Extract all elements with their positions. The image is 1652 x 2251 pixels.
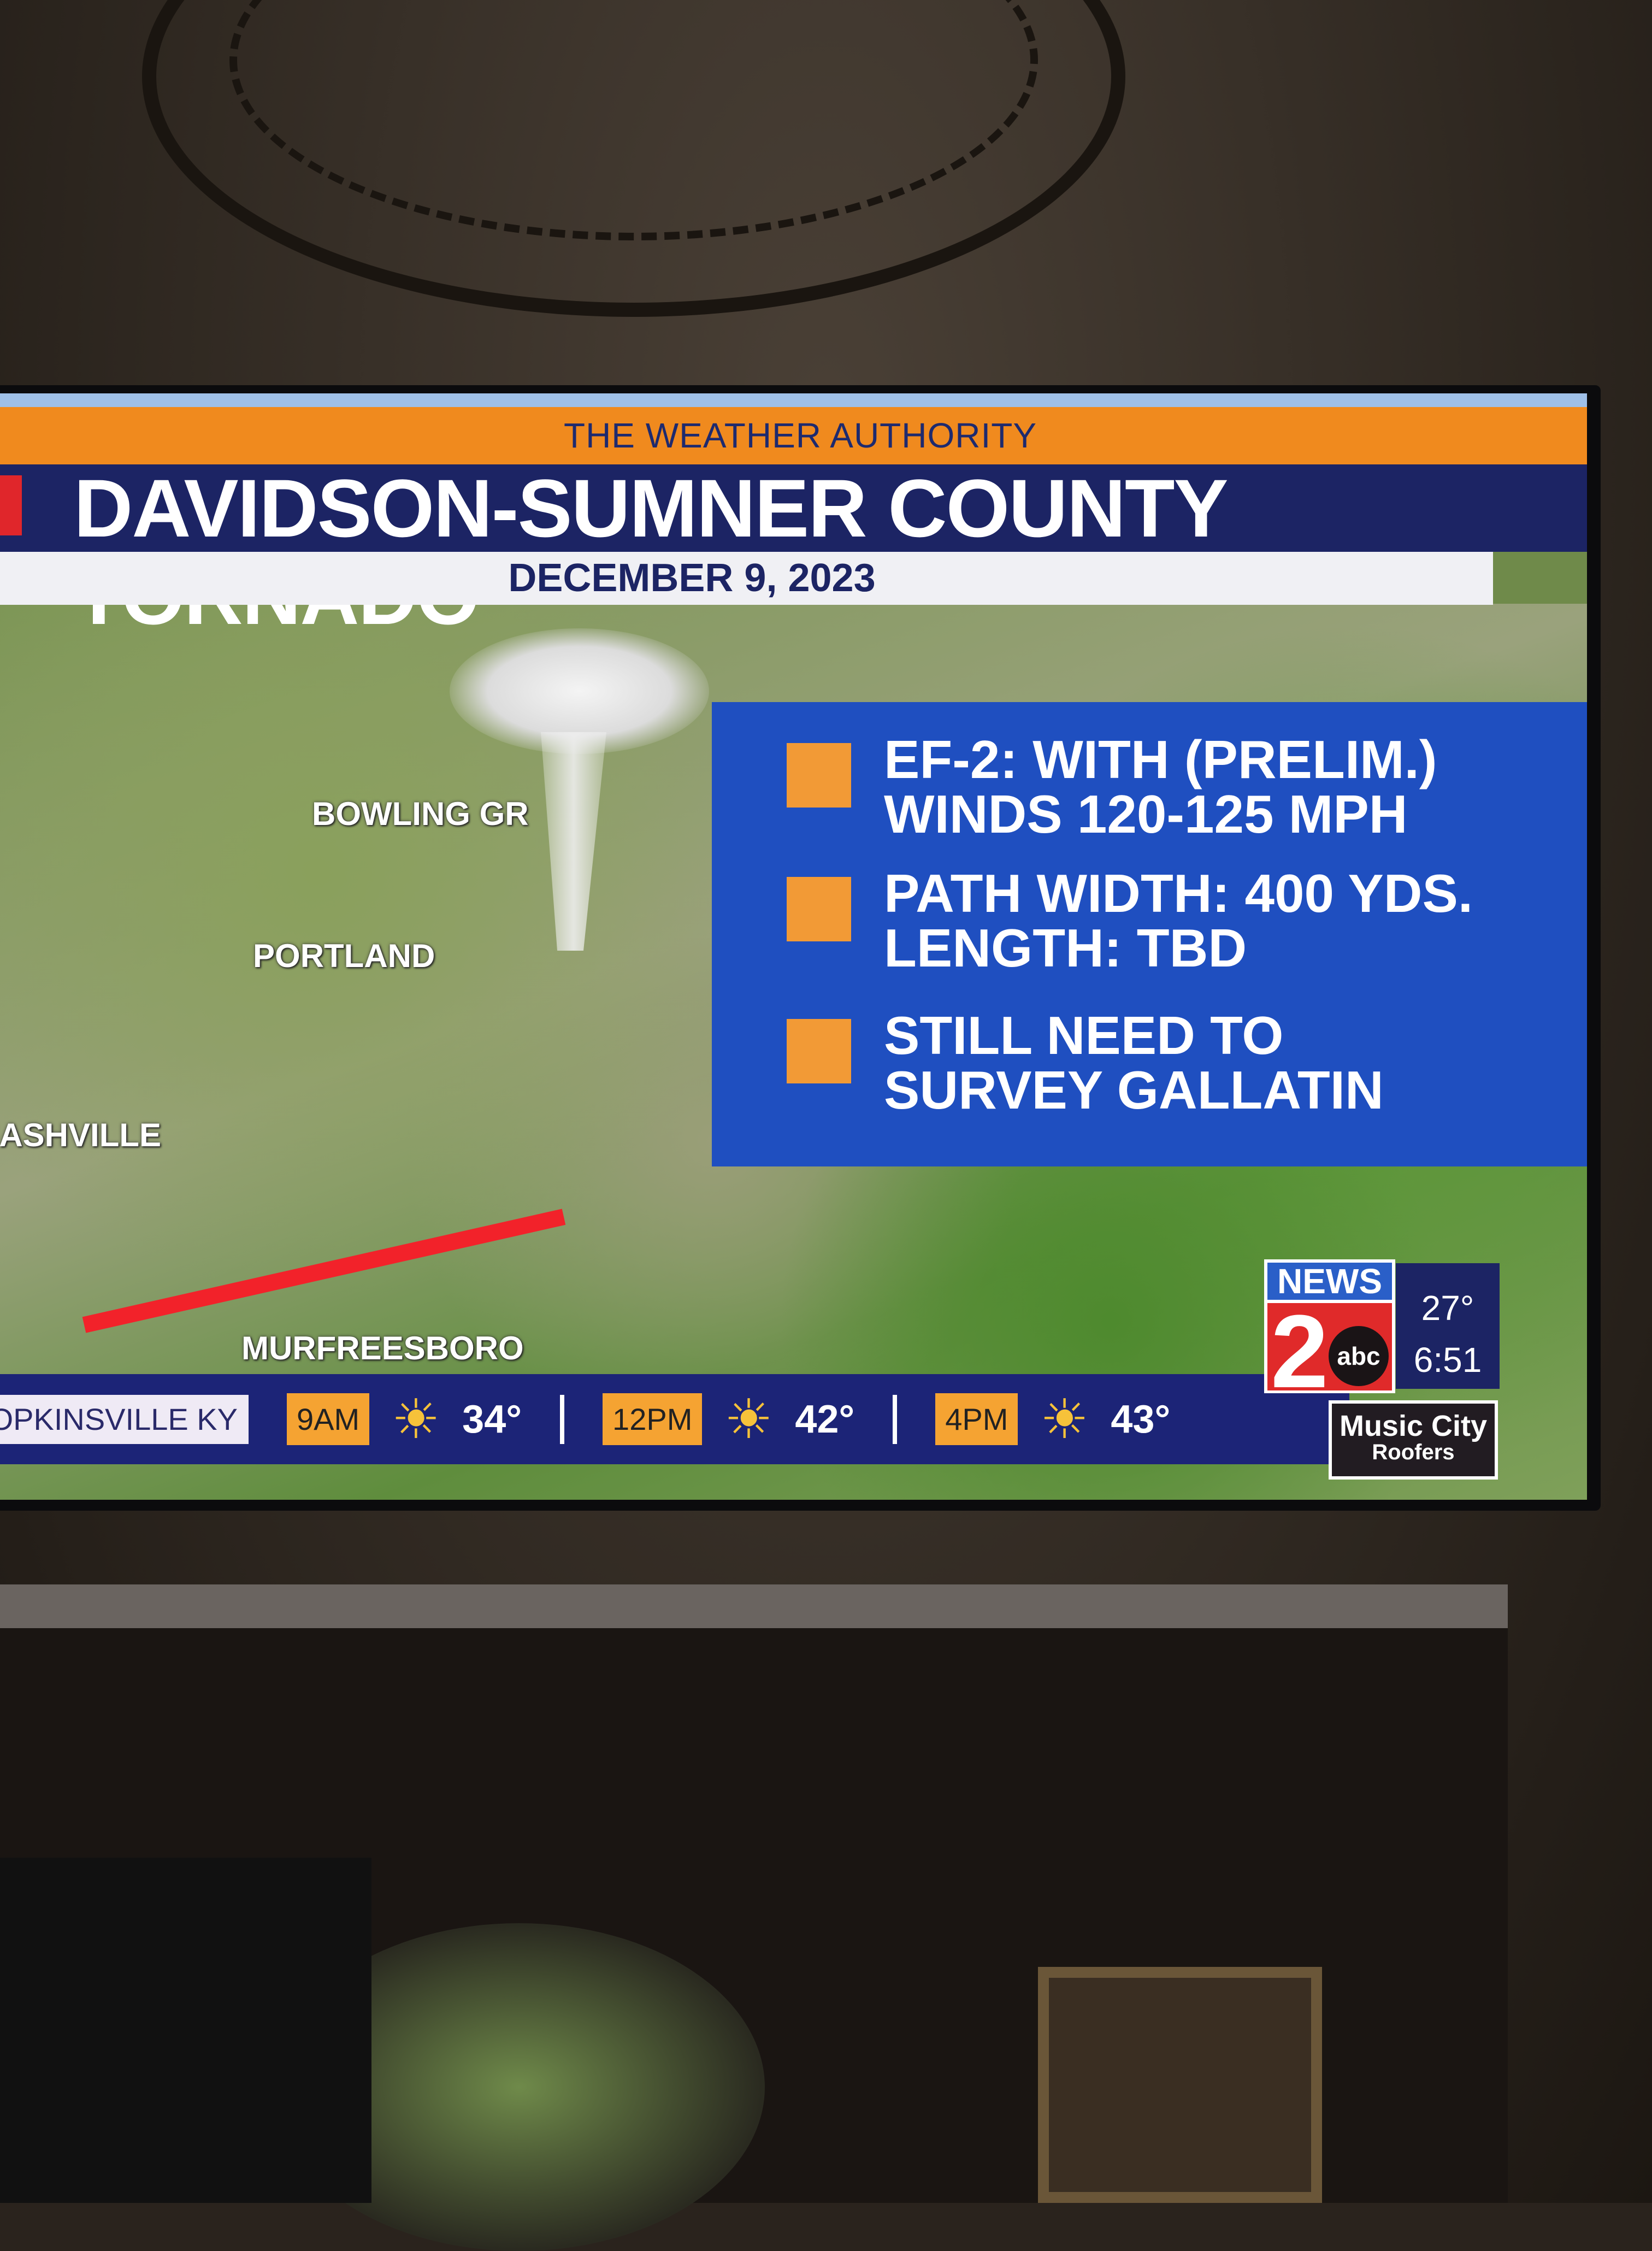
sponsor-name: Music City <box>1339 1410 1488 1442</box>
ticker-location: HOPKINSVILLE KY <box>0 1394 249 1444</box>
info-bullet: EF-2: WITH (PRELIM.) WINDS 120-125 MPH <box>787 732 1437 841</box>
bullet-line: EF-2: WITH (PRELIM.) <box>884 729 1437 789</box>
bullet-line: LENGTH: TBD <box>884 918 1247 978</box>
sponsor-logo: Music City Roofers <box>1329 1400 1498 1480</box>
side-table <box>0 1858 371 2203</box>
city-label: BOWLING GR <box>312 795 529 832</box>
photo-frame <box>1038 1967 1322 2203</box>
sun-icon: ☀ <box>1040 1388 1089 1450</box>
bullet-square-icon <box>787 1019 851 1083</box>
abc-logo-icon: abc <box>1329 1326 1389 1386</box>
station-weather-clock: 27° 6:51 <box>1396 1263 1500 1389</box>
logo-number: 2 <box>1271 1294 1329 1410</box>
info-box: EF-2: WITH (PRELIM.) WINDS 120-125 MPH PA… <box>712 702 1587 1166</box>
sun-icon: ☀ <box>391 1388 440 1450</box>
bullet-line: PATH WIDTH: 400 YDS. <box>884 863 1473 923</box>
forecast-temp: 43° <box>1111 1397 1171 1441</box>
tv-stand-top <box>0 1584 1508 1628</box>
info-bullet: PATH WIDTH: 400 YDS. LENGTH: TBD <box>787 866 1473 975</box>
headline-title: DAVIDSON-SUMNER COUNTY TORNADO <box>0 464 1587 639</box>
forecast-temp: 34° <box>462 1397 522 1441</box>
forecast-temp: 42° <box>795 1397 855 1441</box>
info-bullet: STILL NEED TO SURVEY GALLATIN <box>787 1008 1384 1117</box>
divider <box>893 1394 898 1444</box>
forecast-ticker: HOPKINSVILLE KY 9AM ☀ 34° 12PM ☀ 42° 4PM… <box>0 1374 1349 1464</box>
forecast-time: 9AM <box>287 1393 370 1445</box>
bullet-square-icon <box>787 743 851 808</box>
bullet-line: SURVEY GALLATIN <box>884 1060 1384 1120</box>
bullet-line: WINDS 120-125 MPH <box>884 784 1408 844</box>
news2-logo: NEWS 2 abc <box>1264 1259 1395 1410</box>
television: THE WEATHER AUTHORITY DAVIDSON-SUMNER CO… <box>0 385 1601 1511</box>
bullet-line: STILL NEED TO <box>884 1005 1284 1065</box>
sun-icon: ☀ <box>724 1388 774 1450</box>
bullet-square-icon <box>787 877 851 941</box>
tv-screen: THE WEATHER AUTHORITY DAVIDSON-SUMNER CO… <box>0 393 1587 1500</box>
city-label: PORTLAND <box>253 938 435 974</box>
current-temperature: 27° <box>1421 1288 1474 1328</box>
divider <box>560 1394 565 1444</box>
logo-news-text: NEWS <box>1267 1263 1392 1300</box>
headline-date: DECEMBER 9, 2023 <box>0 552 1493 605</box>
forecast-time: 4PM <box>935 1393 1018 1445</box>
sky-strip <box>0 393 1587 407</box>
city-label: MURFREESBORO <box>241 1330 524 1366</box>
clock: 6:51 <box>1413 1340 1482 1380</box>
sponsor-name-line2: Roofers <box>1372 1440 1455 1464</box>
forecast-time: 12PM <box>603 1393 703 1445</box>
banner: THE WEATHER AUTHORITY <box>0 407 1587 464</box>
abc-logo-icon <box>0 475 22 535</box>
city-label: NASHVILLE <box>0 1117 162 1153</box>
